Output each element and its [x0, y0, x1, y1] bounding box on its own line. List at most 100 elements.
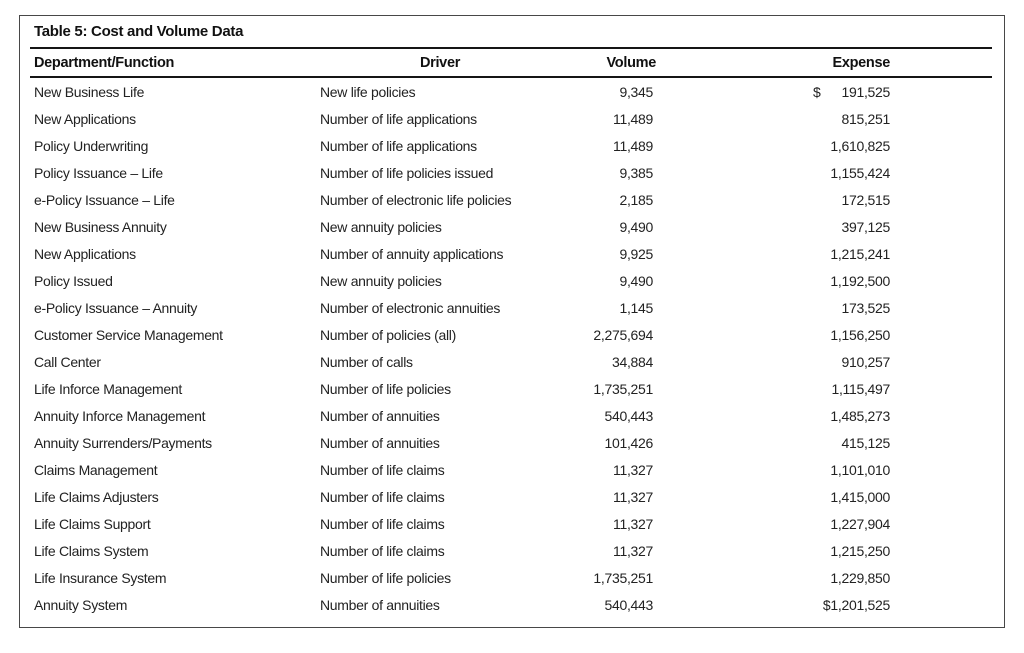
volume-cell: 9,345 [619, 83, 653, 100]
column-header-department: Department/Function [34, 54, 175, 71]
volume-cell: 11,327 [613, 489, 653, 506]
driver-cell: Number of annuities [320, 597, 440, 614]
table-title-band: Table 5: Cost and Volume Data [30, 16, 992, 49]
volume-cell: 540,443 [604, 597, 653, 614]
driver-cell: Number of annuities [320, 435, 440, 452]
expense-amount: 1,155,424 [813, 165, 890, 181]
table-row: Customer Service Management Number of po… [30, 321, 992, 348]
driver-cell: Number of life claims [320, 462, 445, 479]
department-cell: Customer Service Management [34, 326, 223, 343]
expense-value: 1,155,424 [830, 164, 890, 181]
table-row: Policy Underwriting Number of life appli… [30, 132, 992, 159]
expense-amount: 1,215,241 [813, 246, 890, 262]
table-row: e-Policy Issuance – Annuity Number of el… [30, 294, 992, 321]
department-cell: Policy Underwriting [34, 137, 149, 154]
expense-amount: 1,115,497 [813, 381, 890, 397]
table-row: New Business Annuity New annuity policie… [30, 213, 992, 240]
column-header-volume: Volume [606, 54, 657, 71]
table-frame: Table 5: Cost and Volume Data Department… [19, 15, 1005, 628]
driver-cell: Number of life applications [320, 137, 477, 154]
department-cell: Policy Issued [34, 272, 113, 289]
expense-cell: 1,229,850 [662, 570, 992, 586]
driver-cell: Number of annuities [320, 408, 440, 425]
expense-cell: 1,192,500 [662, 273, 992, 289]
department-cell: New Business Annuity [34, 218, 167, 235]
expense-value: 1,115,497 [831, 381, 890, 398]
expense-cell: 1,610,825 [662, 138, 992, 154]
expense-cell: $ 191,525 [662, 84, 992, 100]
expense-value: 1,192,500 [830, 272, 890, 289]
driver-cell: New annuity policies [320, 272, 442, 289]
expense-cell: 1,101,010 [662, 462, 992, 478]
expense-cell: 397,125 [662, 219, 992, 235]
expense-cell: $1,201,525 [662, 597, 992, 613]
driver-cell: New life policies [320, 83, 416, 100]
column-header-driver: Driver [419, 54, 461, 71]
volume-cell: 34,884 [611, 353, 653, 370]
currency-symbol: $ [813, 83, 821, 100]
expense-cell: 172,515 [662, 192, 992, 208]
expense-cell: 1,485,273 [662, 408, 992, 424]
driver-cell: Number of life policies [320, 570, 451, 587]
table-row: Policy Issued New annuity policies 9,490… [30, 267, 992, 294]
driver-cell: Number of life claims [320, 489, 445, 506]
volume-cell: 2,275,694 [593, 326, 653, 343]
expense-value: 172,515 [841, 191, 890, 208]
expense-amount: 815,251 [813, 111, 890, 127]
table-row: Life Claims Adjusters Number of life cla… [30, 484, 992, 511]
expense-value: 1,415,000 [830, 489, 890, 506]
table-row: e-Policy Issuance – Life Number of elect… [30, 186, 992, 213]
expense-value: 173,525 [841, 299, 890, 316]
volume-cell: 11,327 [613, 516, 653, 533]
driver-cell: Number of life applications [320, 110, 477, 127]
volume-cell: 101,426 [604, 435, 653, 452]
expense-amount: 415,125 [813, 435, 890, 451]
table-row: Life Claims Support Number of life claim… [30, 511, 992, 538]
expense-amount: $1,201,525 [813, 597, 890, 613]
expense-amount: 173,525 [813, 300, 890, 316]
volume-cell: 9,490 [619, 218, 653, 235]
expense-amount: 1,485,273 [813, 408, 890, 424]
department-cell: Life Claims Adjusters [34, 489, 159, 506]
expense-amount: 1,415,000 [813, 489, 890, 505]
department-cell: Annuity Inforce Management [34, 408, 206, 425]
department-cell: Annuity System [34, 597, 128, 614]
expense-cell: 1,156,250 [662, 327, 992, 343]
expense-amount: 1,101,010 [813, 462, 890, 478]
expense-amount: 1,215,250 [813, 543, 890, 559]
expense-cell: 815,251 [662, 111, 992, 127]
driver-cell: Number of electronic life policies [320, 191, 512, 208]
expense-value: 815,251 [841, 110, 890, 127]
driver-cell: Number of life claims [320, 543, 445, 560]
expense-value: 910,257 [841, 353, 890, 370]
expense-value: 1,101,010 [830, 462, 890, 479]
volume-cell: 2,185 [619, 191, 653, 208]
expense-value: 1,215,250 [830, 543, 890, 560]
table-row: Annuity Inforce Management Number of ann… [30, 403, 992, 430]
volume-cell: 1,735,251 [593, 381, 653, 398]
expense-cell: 1,155,424 [662, 165, 992, 181]
table-title: Table 5: Cost and Volume Data [34, 23, 244, 40]
department-cell: Life Inforce Management [34, 381, 182, 398]
expense-value: 1,485,273 [830, 408, 890, 425]
department-cell: e-Policy Issuance – Annuity [34, 299, 198, 316]
expense-cell: 910,257 [662, 354, 992, 370]
table-row: Policy Issuance – Life Number of life po… [30, 159, 992, 186]
department-cell: New Applications [34, 110, 136, 127]
department-cell: Life Claims Support [34, 516, 151, 533]
expense-amount: 172,515 [813, 192, 890, 208]
expense-value: 1,215,241 [830, 245, 890, 262]
expense-amount: 910,257 [813, 354, 890, 370]
table-row: New Applications Number of annuity appli… [30, 240, 992, 267]
expense-amount: 1,229,850 [813, 570, 890, 586]
expense-cell: 1,115,497 [662, 381, 992, 397]
driver-cell: Number of life policies [320, 381, 451, 398]
table-row: Annuity System Number of annuities 540,4… [30, 592, 992, 619]
department-cell: e-Policy Issuance – Life [34, 191, 175, 208]
table-row: Call Center Number of calls 34,884 910,2… [30, 348, 992, 375]
expense-value: 415,125 [841, 435, 890, 452]
table-body: New Business Life New life policies 9,34… [30, 78, 992, 619]
volume-cell: 9,385 [619, 164, 653, 181]
expense-value: 1,156,250 [830, 326, 890, 343]
expense-cell: 1,215,250 [662, 543, 992, 559]
